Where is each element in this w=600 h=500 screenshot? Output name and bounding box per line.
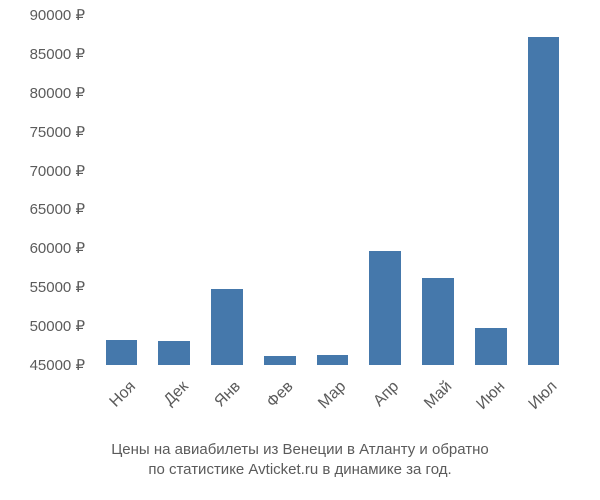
bar bbox=[422, 278, 454, 365]
x-tick-label: Апр bbox=[371, 378, 404, 411]
y-tick-label: 80000 ₽ bbox=[30, 84, 85, 102]
x-tick-slot: Ноя bbox=[95, 370, 148, 430]
x-tick-label: Июн bbox=[473, 378, 509, 414]
bar bbox=[475, 328, 507, 365]
bars-group bbox=[95, 15, 570, 365]
bar bbox=[211, 289, 243, 365]
x-tick-label: Ноя bbox=[106, 378, 139, 411]
x-tick-slot: Июн bbox=[464, 370, 517, 430]
y-tick-label: 50000 ₽ bbox=[30, 317, 85, 335]
x-tick-slot: Мар bbox=[306, 370, 359, 430]
bar bbox=[369, 251, 401, 365]
y-tick-label: 60000 ₽ bbox=[30, 239, 85, 257]
bar bbox=[106, 340, 138, 365]
y-tick-label: 45000 ₽ bbox=[30, 356, 85, 374]
y-tick-label: 65000 ₽ bbox=[30, 200, 85, 218]
x-tick-slot: Янв bbox=[201, 370, 254, 430]
y-axis: 45000 ₽50000 ₽55000 ₽60000 ₽65000 ₽70000… bbox=[0, 15, 90, 365]
caption-line-2: по статистике Avticket.ru в динамике за … bbox=[0, 460, 600, 480]
x-tick-label: Мар bbox=[316, 378, 351, 413]
x-tick-label: Дек bbox=[161, 378, 193, 410]
bar-slot bbox=[306, 15, 359, 365]
y-tick-label: 90000 ₽ bbox=[30, 6, 85, 24]
x-tick-slot: Дек bbox=[148, 370, 201, 430]
y-tick-label: 70000 ₽ bbox=[30, 162, 85, 180]
x-axis: Ноя Дек Янв Фев Мар Апр Май Июн Июл bbox=[95, 370, 570, 430]
bar-slot bbox=[517, 15, 570, 365]
x-tick-label: Июл bbox=[526, 378, 562, 414]
plot-area bbox=[95, 15, 570, 365]
bar bbox=[528, 37, 560, 365]
bar-slot bbox=[253, 15, 306, 365]
y-tick-label: 85000 ₽ bbox=[30, 45, 85, 63]
y-tick-label: 55000 ₽ bbox=[30, 278, 85, 296]
bar bbox=[158, 341, 190, 365]
x-tick-slot: Фев bbox=[253, 370, 306, 430]
caption-line-1: Цены на авиабилеты из Венеции в Атланту … bbox=[0, 440, 600, 460]
x-tick-label: Янв bbox=[212, 378, 245, 411]
bar-slot bbox=[148, 15, 201, 365]
y-tick-label: 75000 ₽ bbox=[30, 123, 85, 141]
bar-slot bbox=[464, 15, 517, 365]
x-tick-slot: Апр bbox=[359, 370, 412, 430]
bar-slot bbox=[95, 15, 148, 365]
bar-slot bbox=[201, 15, 254, 365]
x-tick-slot: Июл bbox=[517, 370, 570, 430]
bar bbox=[264, 356, 296, 365]
bar-slot bbox=[359, 15, 412, 365]
bar bbox=[317, 355, 349, 365]
x-tick-label: Фев bbox=[264, 378, 298, 412]
chart-caption: Цены на авиабилеты из Венеции в Атланту … bbox=[0, 440, 600, 479]
x-tick-slot: Май bbox=[412, 370, 465, 430]
price-chart: 45000 ₽ 50000 ₽ 55000 ₽ 60000 ₽ 65000 ₽ 70000… bbox=[0, 0, 600, 500]
x-tick-label: Май bbox=[421, 378, 456, 413]
bar-slot bbox=[412, 15, 465, 365]
